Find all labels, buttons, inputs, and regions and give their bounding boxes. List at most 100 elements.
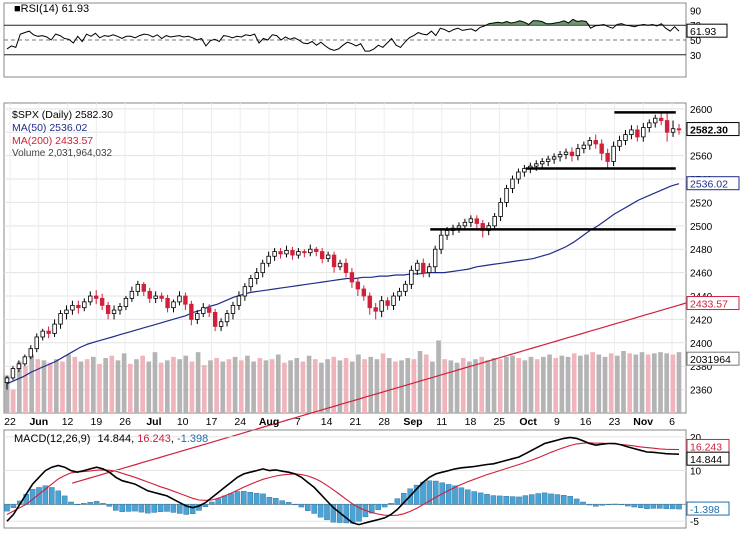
date-tick-label: 7 bbox=[295, 416, 301, 428]
macd-legend-hist: -1.398 bbox=[177, 433, 208, 445]
macd-histogram-bar bbox=[74, 504, 81, 506]
volume-bar bbox=[491, 358, 497, 413]
macd-histogram-bar bbox=[625, 504, 631, 507]
volume-bar bbox=[201, 365, 207, 413]
candle-body bbox=[248, 278, 254, 288]
macd-histogram-bar bbox=[164, 504, 170, 512]
rsi-line bbox=[6, 18, 680, 52]
candle-body bbox=[337, 262, 343, 268]
price-legend-volume: Volume 2,031,964,032 bbox=[12, 148, 113, 159]
macd-histogram-bar bbox=[452, 485, 458, 505]
candle-body bbox=[58, 313, 63, 325]
volume-bar bbox=[405, 358, 411, 413]
price-tick-label: 2520 bbox=[690, 198, 713, 209]
candle-body bbox=[308, 248, 313, 254]
candle-body bbox=[403, 283, 408, 292]
volume-bar bbox=[269, 359, 275, 413]
price-value-tag bbox=[686, 122, 740, 137]
price-value-tag bbox=[686, 296, 740, 311]
candle-body bbox=[516, 171, 521, 180]
candle-body bbox=[236, 295, 242, 306]
candle-body bbox=[540, 161, 545, 165]
volume-bar bbox=[473, 359, 478, 413]
volume-value-tag bbox=[686, 351, 740, 366]
macd-histogram-bar bbox=[177, 504, 183, 514]
candle-body bbox=[545, 158, 551, 162]
ma200-line bbox=[72, 302, 687, 484]
macd-histogram-bar bbox=[657, 504, 663, 509]
macd-histogram-bar bbox=[311, 504, 317, 514]
candle-body bbox=[10, 368, 16, 379]
macd-histogram-bar bbox=[637, 504, 644, 508]
volume-bar bbox=[97, 363, 102, 413]
price-tick-label: 2360 bbox=[690, 386, 713, 397]
macd-histogram-bar bbox=[529, 494, 535, 505]
volume-bar bbox=[479, 356, 485, 413]
candle-body bbox=[492, 216, 497, 227]
macd-histogram-bar bbox=[125, 504, 132, 512]
volume-bar bbox=[664, 353, 669, 413]
candle-body bbox=[28, 348, 33, 358]
candle-body bbox=[272, 251, 277, 257]
volume-bar bbox=[460, 358, 466, 413]
macd-histogram-bar bbox=[221, 495, 228, 505]
volume-bar bbox=[584, 354, 589, 413]
volume-bar bbox=[84, 359, 90, 413]
volume-bar bbox=[430, 361, 435, 413]
candle-body bbox=[218, 321, 224, 327]
price-value-tag bbox=[686, 176, 740, 191]
candle-body bbox=[201, 307, 206, 314]
volume-bar bbox=[146, 361, 152, 413]
candle-body bbox=[266, 255, 271, 264]
volume-bar bbox=[53, 359, 59, 413]
date-tick-label: 23 bbox=[609, 416, 621, 428]
macd-frame bbox=[3, 429, 687, 529]
volume-bar bbox=[78, 361, 84, 413]
volume-bar bbox=[652, 353, 657, 413]
candle-body bbox=[177, 295, 182, 303]
candle-body bbox=[212, 311, 218, 327]
macd-histogram-bar bbox=[561, 495, 567, 505]
macd-histogram-bar bbox=[215, 498, 221, 505]
macd-histogram-bar bbox=[484, 494, 490, 505]
macd-histogram-bar bbox=[157, 504, 164, 512]
macd-histogram-bar bbox=[381, 504, 388, 508]
candle-body bbox=[575, 148, 581, 157]
volume-bar bbox=[534, 359, 540, 413]
volume-bar bbox=[417, 351, 423, 413]
price-tick-label: 2460 bbox=[690, 269, 713, 280]
macd-histogram-bar bbox=[343, 504, 349, 524]
candle-body bbox=[319, 251, 325, 259]
volume-bar bbox=[645, 354, 651, 413]
candle-body bbox=[605, 152, 610, 162]
candle-body bbox=[123, 297, 129, 307]
date-tick-label: 11 bbox=[436, 416, 447, 428]
macd-line bbox=[6, 436, 680, 526]
volume-bar bbox=[72, 356, 78, 413]
macd-histogram-bar bbox=[29, 488, 36, 505]
candle-body bbox=[171, 301, 176, 309]
candle-body bbox=[82, 301, 87, 309]
macd-histogram-bar bbox=[55, 490, 61, 505]
price-legend-spx: $SPX (Daily) 2582.30 bbox=[12, 109, 113, 121]
macd-histogram-bar bbox=[394, 498, 401, 505]
candle-body bbox=[557, 154, 563, 158]
volume-bar bbox=[60, 361, 65, 413]
volume-bar bbox=[368, 356, 374, 413]
candle-body bbox=[230, 304, 236, 314]
candle-body bbox=[522, 168, 527, 173]
candle-body bbox=[569, 151, 575, 157]
rsi-tick-label: 30 bbox=[690, 51, 702, 62]
date-tick-label: 17 bbox=[206, 416, 218, 428]
candle-body bbox=[397, 290, 402, 297]
macd-histogram-bar bbox=[119, 504, 125, 512]
date-tick-label: 12 bbox=[62, 416, 74, 428]
macd-histogram-bar bbox=[458, 487, 465, 505]
macd-histogram-bar bbox=[170, 504, 177, 513]
candle-body bbox=[611, 145, 616, 162]
price-tick-label: 2560 bbox=[690, 152, 713, 163]
volume-bar bbox=[189, 361, 195, 413]
date-tick-label: 14 bbox=[321, 416, 333, 428]
rsi-tick-label: 50 bbox=[690, 36, 702, 47]
